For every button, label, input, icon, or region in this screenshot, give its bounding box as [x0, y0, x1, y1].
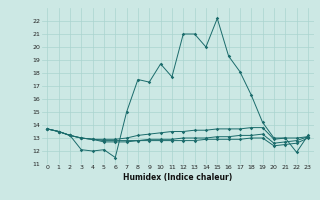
X-axis label: Humidex (Indice chaleur): Humidex (Indice chaleur) [123, 173, 232, 182]
